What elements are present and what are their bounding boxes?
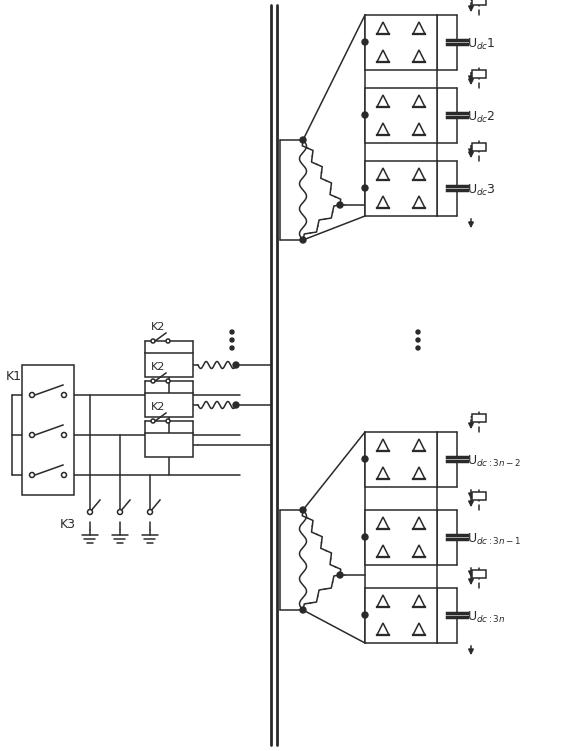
Circle shape xyxy=(166,339,170,343)
Circle shape xyxy=(362,612,368,618)
Text: U$_{dc}$2: U$_{dc}$2 xyxy=(467,110,495,125)
Text: K2: K2 xyxy=(151,362,165,372)
Text: U$_{dc:3n-1}$: U$_{dc:3n-1}$ xyxy=(467,532,522,547)
Circle shape xyxy=(337,202,343,208)
Circle shape xyxy=(362,456,368,462)
Circle shape xyxy=(230,346,234,350)
Circle shape xyxy=(148,509,153,514)
Bar xyxy=(145,353,193,377)
Circle shape xyxy=(230,338,234,342)
Text: U$_{dc:3n-2}$: U$_{dc:3n-2}$ xyxy=(467,454,522,469)
Bar xyxy=(472,414,486,422)
Circle shape xyxy=(166,419,170,423)
Bar xyxy=(365,510,437,565)
Bar xyxy=(365,15,437,70)
Circle shape xyxy=(337,572,343,578)
Bar xyxy=(365,88,437,143)
Bar xyxy=(22,365,74,495)
Circle shape xyxy=(30,433,34,438)
Circle shape xyxy=(362,39,368,45)
Circle shape xyxy=(300,507,306,513)
Text: U$_{dc}$3: U$_{dc}$3 xyxy=(467,182,496,198)
Circle shape xyxy=(362,185,368,191)
Circle shape xyxy=(151,419,155,423)
Circle shape xyxy=(300,237,306,243)
Circle shape xyxy=(300,137,306,143)
Circle shape xyxy=(117,509,122,514)
Bar xyxy=(365,432,437,487)
Circle shape xyxy=(151,379,155,383)
Bar xyxy=(145,393,193,417)
Text: U$_{dc:3n}$: U$_{dc:3n}$ xyxy=(467,610,505,625)
Text: K1: K1 xyxy=(6,370,22,384)
Text: U$_{dc}$1: U$_{dc}$1 xyxy=(467,37,496,52)
Bar xyxy=(472,492,486,500)
Bar xyxy=(365,161,437,216)
Circle shape xyxy=(230,330,234,334)
Circle shape xyxy=(362,534,368,540)
Circle shape xyxy=(233,402,239,408)
Circle shape xyxy=(62,433,67,438)
Circle shape xyxy=(30,393,34,397)
Circle shape xyxy=(233,362,239,368)
Circle shape xyxy=(62,472,67,478)
Circle shape xyxy=(300,607,306,613)
Circle shape xyxy=(151,339,155,343)
Circle shape xyxy=(416,346,420,350)
Bar xyxy=(145,433,193,457)
Circle shape xyxy=(30,472,34,478)
Text: K3: K3 xyxy=(60,518,76,532)
Circle shape xyxy=(362,112,368,118)
Text: K2: K2 xyxy=(151,402,165,412)
Circle shape xyxy=(416,330,420,334)
Bar xyxy=(472,143,486,151)
Bar xyxy=(365,588,437,643)
Text: K2: K2 xyxy=(151,322,165,332)
Circle shape xyxy=(88,509,93,514)
Circle shape xyxy=(166,379,170,383)
Circle shape xyxy=(416,338,420,342)
Bar xyxy=(472,70,486,78)
Bar xyxy=(472,570,486,578)
Circle shape xyxy=(62,393,67,397)
Bar xyxy=(472,0,486,5)
